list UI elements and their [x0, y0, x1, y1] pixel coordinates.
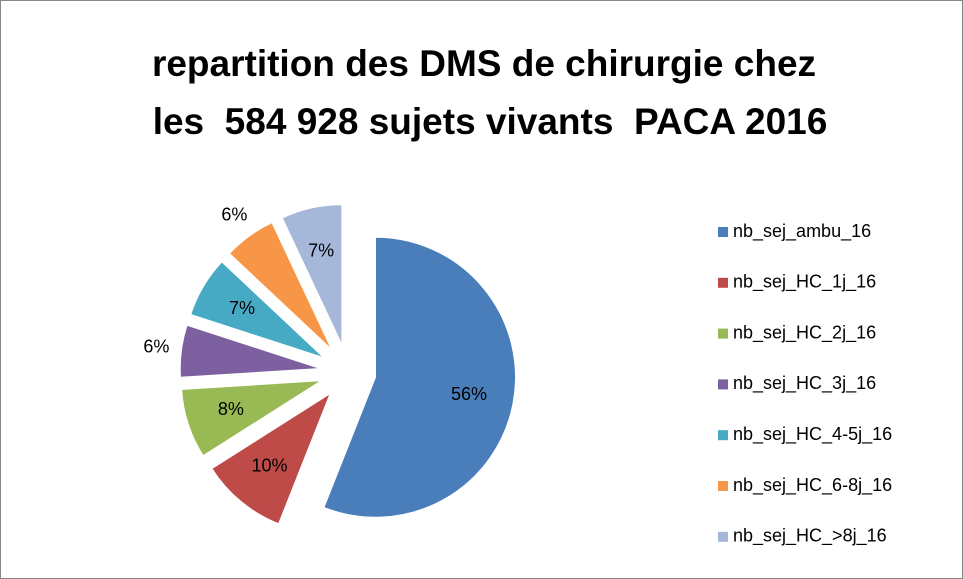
legend-label: nb_sej_ambu_16: [733, 221, 871, 242]
pie-slice: [181, 380, 322, 457]
legend-label: nb_sej_HC_>8j_16: [733, 526, 887, 547]
legend-label: nb_sej_HC_1j_16: [733, 272, 876, 293]
chart-title: les 584 928 sujets vivants PACA 2016: [153, 101, 828, 142]
data-label: 6%: [143, 337, 169, 357]
pie-slice: [179, 324, 321, 378]
legend-label: nb_sej_HC_3j_16: [733, 373, 876, 394]
legend-swatch: [718, 379, 728, 390]
pie-slice: [211, 392, 332, 525]
pie-slice: [323, 236, 516, 518]
pie-slice: [190, 261, 325, 359]
data-label: 8%: [218, 399, 244, 419]
legend-swatch: [718, 277, 728, 288]
data-label: 56%: [451, 384, 487, 404]
chart-title: repartition des DMS de chirurgie chez: [152, 43, 816, 84]
legend-label: nb_sej_HC_2j_16: [733, 322, 876, 343]
data-label: 10%: [251, 456, 287, 476]
legend-swatch: [718, 481, 728, 491]
data-label: 7%: [308, 241, 334, 261]
legend-swatch: [718, 430, 728, 441]
pie-slice: [228, 222, 332, 350]
legend-label: nb_sej_HC_6-8j_16: [733, 475, 892, 496]
legend-swatch: [718, 328, 728, 339]
data-label: 7%: [229, 298, 255, 318]
legend-swatch: [718, 531, 728, 542]
legend-label: nb_sej_HC_4-5j_16: [733, 424, 892, 445]
legend-swatch: [718, 227, 728, 237]
data-label: 6%: [221, 204, 247, 224]
pie-slice: [281, 204, 343, 345]
